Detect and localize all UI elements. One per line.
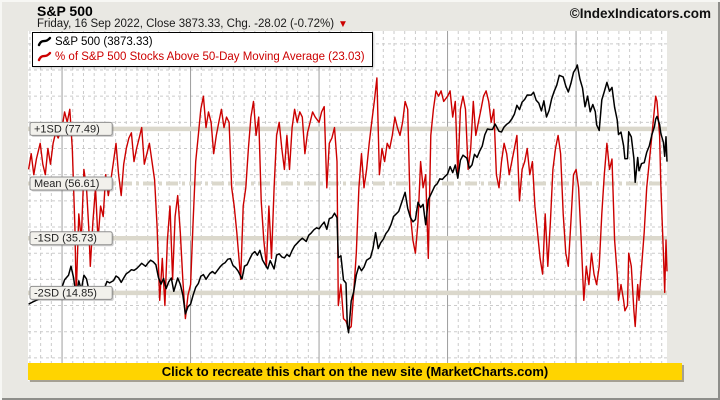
page-title: S&P 500 [37,3,93,19]
svg-text:Mean (56.61): Mean (56.61) [34,178,99,190]
breadth-series [27,77,668,330]
price-line-swatch-icon [37,36,52,47]
legend-box: S&P 500 (3873.33) % of S&P 500 Stocks Ab… [32,32,373,67]
legend-item-breadth: % of S&P 500 Stocks Above 50-Day Moving … [37,49,365,64]
quote-text: Friday, 16 Sep 2022, Close 3873.33, Chg.… [37,18,335,30]
price-series-line [28,64,668,334]
legend-price-label: S&P 500 (3873.33) [55,35,153,48]
price-series [28,64,668,334]
change-down-arrow-icon: ▼ [338,19,348,30]
svg-text:-2SD (14.85): -2SD (14.85) [34,287,97,299]
sd-bands [28,126,667,296]
copyright-text: ©IndexIndicators.com [569,6,711,21]
sd-labels: +1SD (77.49) Mean (56.61) -1SD (35.73) -2SD… [29,121,114,301]
quote-summary: Friday, 16 Sep 2022, Close 3873.33, Chg.… [37,18,348,30]
breadth-series-line [27,77,668,330]
svg-text:+1SD (77.49): +1SD (77.49) [34,123,100,135]
breadth-line-swatch-icon [37,51,52,62]
legend-breadth-label: % of S&P 500 Stocks Above 50-Day Moving … [55,50,365,63]
svg-text:-1SD (35.73): -1SD (35.73) [34,233,97,245]
recreate-banner-link[interactable]: Click to recreate this chart on the new … [28,363,682,380]
legend-item-price: S&P 500 (3873.33) [37,34,365,49]
horizontal-gridlines [28,43,667,359]
